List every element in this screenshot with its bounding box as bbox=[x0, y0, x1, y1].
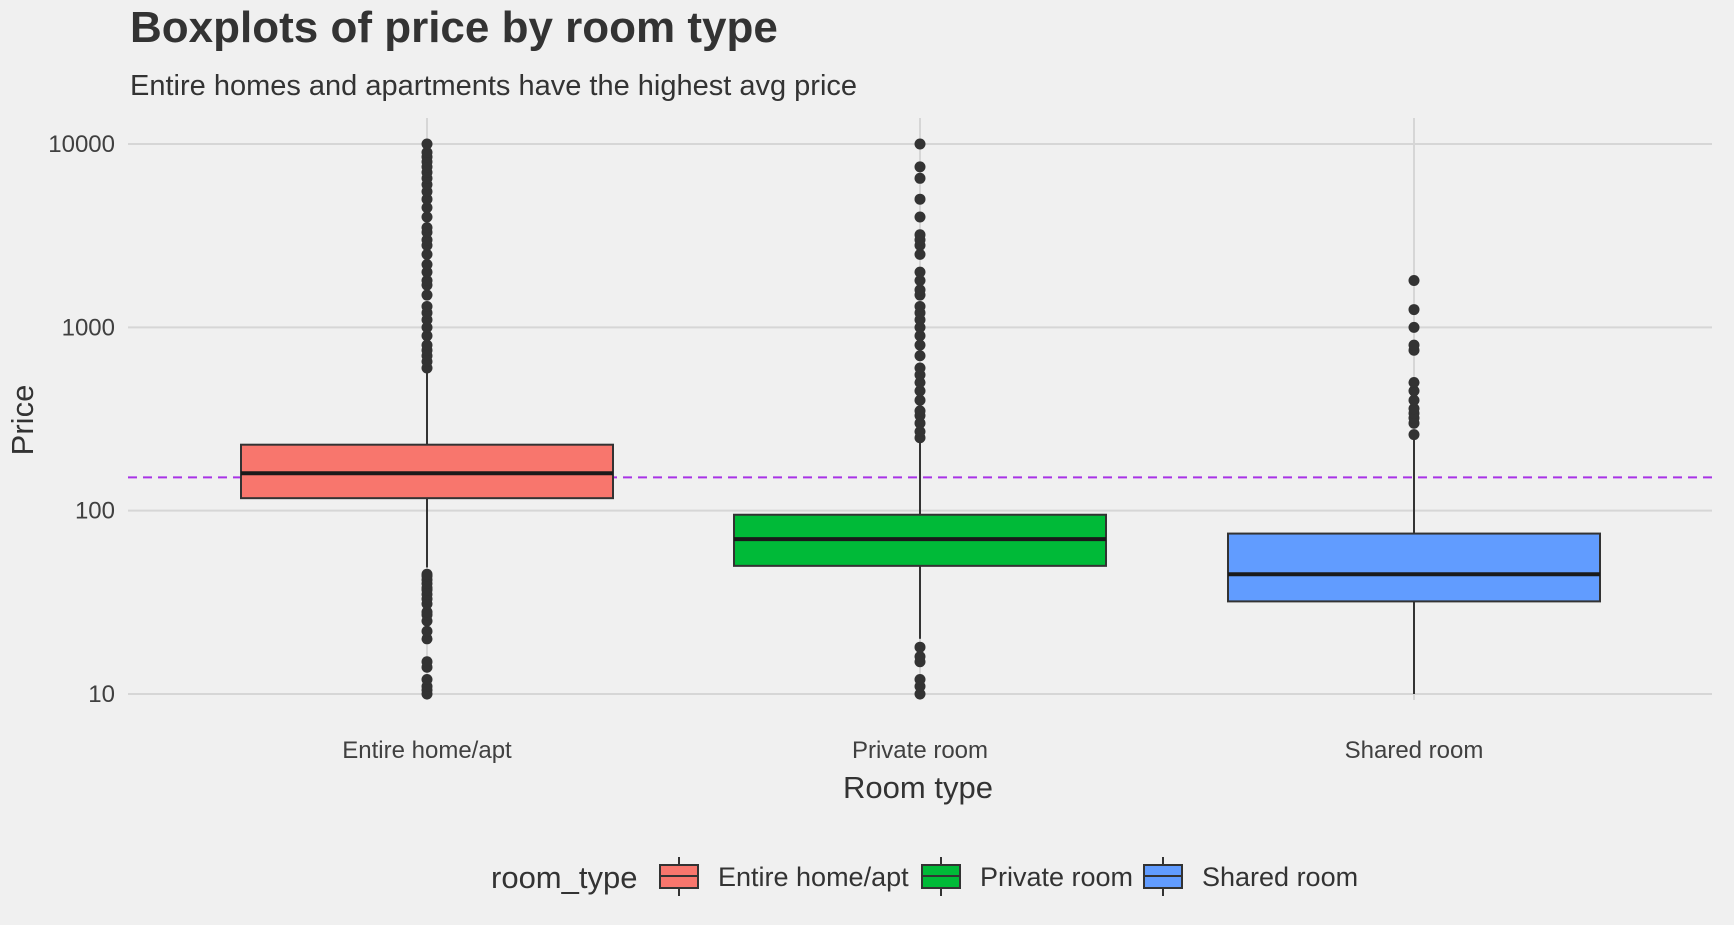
y-tick-labels: 10 100 1000 10000 bbox=[48, 131, 115, 708]
outlier-point bbox=[421, 259, 433, 271]
outlier-point bbox=[914, 266, 926, 278]
outlier-point bbox=[914, 339, 926, 351]
outlier-point bbox=[914, 161, 926, 173]
outlier-point bbox=[914, 405, 926, 417]
outlier-point bbox=[914, 377, 926, 389]
outlier-point bbox=[914, 651, 926, 663]
outlier-point bbox=[421, 202, 433, 214]
outlier-point bbox=[421, 146, 433, 158]
outlier-point bbox=[1408, 304, 1420, 316]
chart-subtitle: Entire homes and apartments have the hig… bbox=[130, 70, 857, 102]
y-tick-label: 1000 bbox=[62, 314, 115, 341]
outlier-point bbox=[421, 656, 433, 668]
outlier-point bbox=[421, 568, 433, 580]
x-tick-label: Private room bbox=[852, 737, 988, 764]
box-private-room bbox=[733, 138, 1107, 700]
outlier-point bbox=[914, 362, 926, 374]
legend-label: Entire home/apt bbox=[718, 862, 909, 892]
outlier-point bbox=[421, 248, 433, 260]
outlier-point bbox=[914, 350, 926, 362]
outlier-point bbox=[421, 193, 433, 205]
outlier-point bbox=[914, 426, 926, 438]
outlier-point bbox=[421, 673, 433, 685]
outlier-point bbox=[421, 321, 433, 333]
outlier-point bbox=[421, 222, 433, 234]
outlier-point bbox=[914, 275, 926, 287]
outlier-point bbox=[421, 211, 433, 223]
outlier-point bbox=[1408, 339, 1420, 351]
outlier-point bbox=[421, 625, 433, 637]
outlier-point bbox=[421, 330, 433, 342]
outlier-point bbox=[914, 673, 926, 685]
outlier-point bbox=[914, 330, 926, 342]
outlier-point bbox=[914, 284, 926, 296]
outlier-point bbox=[914, 417, 926, 429]
outlier-point bbox=[1408, 429, 1420, 441]
outlier-point bbox=[421, 234, 433, 246]
outlier-point bbox=[914, 211, 926, 223]
x-tick-label: Shared room bbox=[1345, 737, 1484, 764]
chart-title: Boxplots of price by room type bbox=[130, 3, 778, 52]
legend-label: Shared room bbox=[1202, 862, 1358, 892]
outlier-point bbox=[914, 138, 926, 150]
x-tick-labels: Entire home/apt Private room Shared room bbox=[342, 737, 1483, 764]
outlier-point bbox=[914, 229, 926, 241]
box-shared-room bbox=[1227, 275, 1601, 694]
outlier-point bbox=[1408, 394, 1420, 406]
outlier-point bbox=[421, 138, 433, 150]
outlier-point bbox=[914, 394, 926, 406]
outlier-point bbox=[421, 339, 433, 351]
legend-item-entire-home-apt: Entire home/apt bbox=[659, 857, 909, 896]
legend: room_type Entire home/apt Private room Sha… bbox=[491, 857, 1358, 896]
outlier-point bbox=[421, 275, 433, 287]
y-tick-label: 10 bbox=[88, 681, 115, 708]
outlier-point bbox=[1408, 377, 1420, 389]
outlier-point bbox=[1408, 275, 1420, 287]
outlier-point bbox=[421, 289, 433, 301]
legend-title: room_type bbox=[491, 860, 637, 895]
outlier-point bbox=[914, 248, 926, 260]
y-tick-label: 10000 bbox=[48, 131, 115, 158]
outlier-point bbox=[421, 300, 433, 312]
outlier-point bbox=[914, 385, 926, 397]
y-axis-title: Price bbox=[5, 385, 40, 456]
legend-item-private-room: Private room bbox=[921, 857, 1133, 896]
y-tick-label: 100 bbox=[75, 498, 115, 525]
outlier-point bbox=[914, 300, 926, 312]
x-tick-label: Entire home/apt bbox=[342, 737, 512, 764]
iqr-box bbox=[1227, 532, 1601, 603]
outlier-point bbox=[1408, 403, 1420, 415]
box-entire-home-apt bbox=[240, 138, 614, 700]
outlier-point bbox=[914, 172, 926, 184]
outlier-point bbox=[1408, 321, 1420, 333]
outlier-point bbox=[421, 633, 433, 645]
outlier-point bbox=[914, 688, 926, 700]
legend-item-shared-room: Shared room bbox=[1143, 857, 1358, 896]
outlier-point bbox=[1408, 385, 1420, 397]
outlier-point bbox=[914, 641, 926, 653]
x-axis-title: Room type bbox=[843, 770, 993, 805]
boxes-layer bbox=[240, 138, 1601, 700]
outlier-point bbox=[421, 606, 433, 618]
outlier-point bbox=[914, 321, 926, 333]
outlier-point bbox=[421, 266, 433, 278]
legend-label: Private room bbox=[980, 862, 1133, 892]
outlier-point bbox=[914, 193, 926, 205]
